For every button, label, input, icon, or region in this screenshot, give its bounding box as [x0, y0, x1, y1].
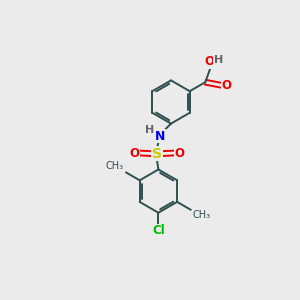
Text: S: S [152, 147, 162, 160]
Text: CH₃: CH₃ [106, 161, 124, 171]
Text: O: O [175, 146, 185, 160]
Text: O: O [204, 55, 214, 68]
Text: H: H [214, 55, 223, 65]
Text: H: H [146, 125, 154, 135]
Text: N: N [155, 130, 165, 143]
Text: Cl: Cl [152, 224, 165, 237]
Text: CH₃: CH₃ [193, 210, 211, 220]
Text: O: O [129, 146, 139, 160]
Text: O: O [221, 79, 231, 92]
